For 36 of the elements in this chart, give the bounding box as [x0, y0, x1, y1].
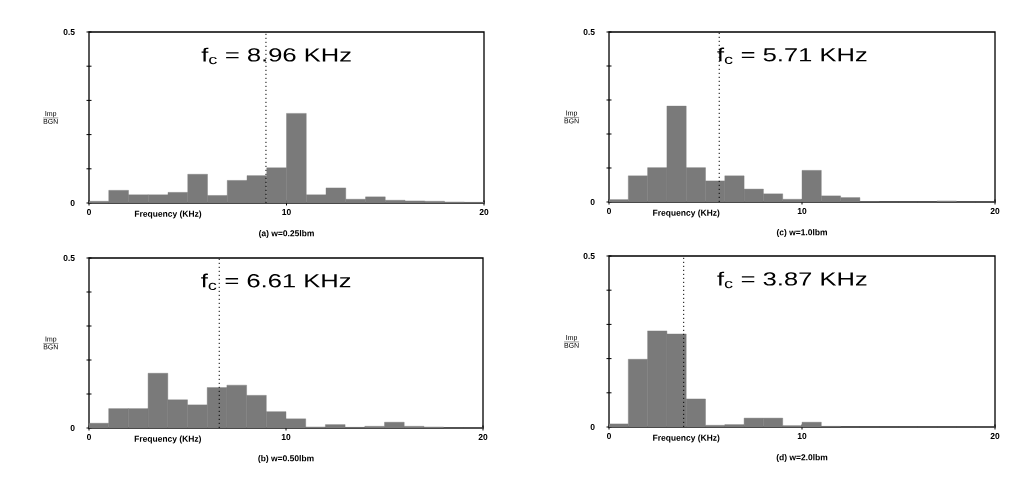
y-axis-title: $\frac{\mathrm{Imp}}{\mathrm{BGN}}$	[564, 110, 580, 124]
x-tick-label: 20	[990, 208, 1000, 215]
y-tick-label: 0.5	[583, 29, 595, 35]
y-tick-label: 0	[70, 425, 75, 431]
text: (c) w=1.0lbm	[776, 229, 827, 237]
ref-line-label: f$_{c}$ = 6.61 KHz	[201, 273, 351, 290]
x-axis-title: Frequency (KHz)	[134, 210, 202, 219]
x-tick-label: 10	[282, 209, 291, 216]
y-axis-title: $\frac{\mathrm{Imp}}{\mathrm{BGN}}$	[43, 336, 59, 350]
y-tick-label: 0.5	[63, 29, 75, 35]
y-tick-label: 0	[590, 199, 595, 205]
y-tick-label: 0	[70, 200, 75, 206]
x-tick-label: 10	[281, 434, 291, 441]
x-tick-label: 0	[606, 433, 612, 440]
ref-line-label: f$_{c}$ = 5.71 KHz	[717, 47, 867, 64]
x-axis-title: Frequency (KHz)	[134, 435, 201, 444]
text: (d) w=2.0lbm	[776, 454, 828, 462]
x-axis-title: Frequency (KHz)	[653, 209, 720, 218]
ref-line-label: f$_{c}$ = 3.87 KHz	[717, 271, 867, 289]
x-tick-label: 0	[86, 209, 91, 216]
x-axis-title: Frequency (KHz)	[653, 434, 720, 443]
x-tick-label: 10	[797, 433, 807, 440]
y-axis-title: $\frac{\mathrm{Imp}}{\mathrm{BGN}}$	[43, 111, 59, 124]
x-tick-label: 20	[990, 433, 1000, 440]
x-tick-label: 20	[479, 209, 489, 216]
x-tick-label: 0	[86, 434, 91, 441]
x-tick-label: 10	[797, 208, 807, 215]
x-tick-label: 0	[606, 208, 612, 215]
y-tick-label: 0.5	[583, 253, 595, 259]
ref-line-label: f$_{c}$ = 8.96 KHz	[201, 47, 351, 65]
y-axis-title: $\frac{\mathrm{Imp}}{\mathrm{BGN}}$	[564, 335, 580, 348]
x-tick-label: 20	[478, 434, 488, 441]
y-tick-label: 0	[590, 424, 595, 430]
y-tick-label: 0.5	[63, 255, 75, 261]
text: (a) w=0.25lbm	[259, 230, 314, 238]
text: (b) w=0.50lbm	[258, 455, 314, 463]
